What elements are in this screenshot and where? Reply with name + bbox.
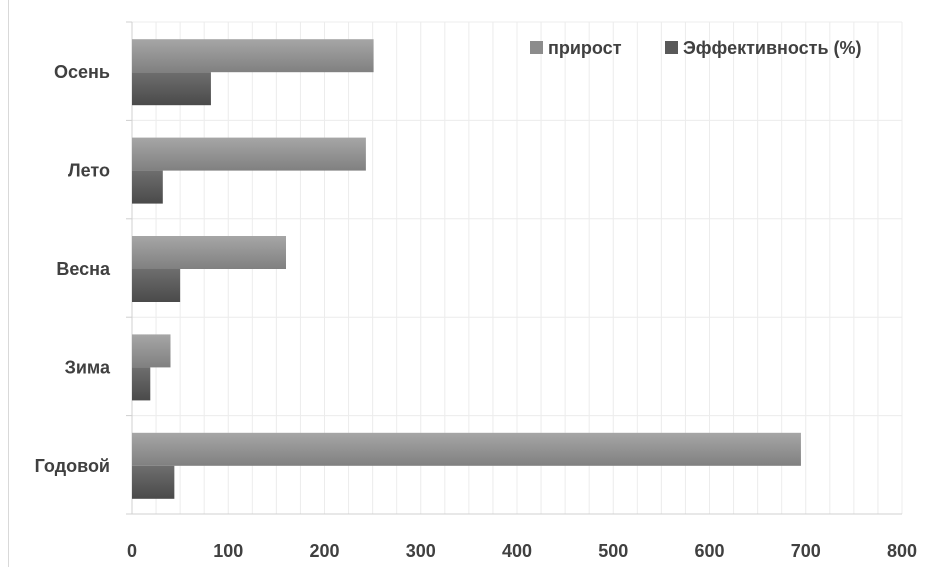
x-tick-label: 200	[309, 541, 339, 561]
x-tick-label: 800	[887, 541, 917, 561]
legend-label: прирост	[548, 38, 622, 58]
legend: прирост Эффективность (%)	[530, 38, 862, 58]
bar-efficiency	[132, 72, 211, 106]
bar-growth	[132, 39, 374, 73]
chart-frame	[8, 0, 944, 567]
bar-growth	[132, 137, 366, 171]
tick-labels: Годовой Зима Весна Лето Осень 0 100 200 300 400 50…	[35, 62, 917, 561]
x-tick-label: 600	[694, 541, 724, 561]
x-tick-label: 0	[127, 541, 137, 561]
y-tick-label: Зима	[65, 357, 111, 377]
bar-efficiency	[132, 269, 181, 302]
y-tick-label: Лето	[68, 161, 110, 181]
y-tick-label: Годовой	[35, 456, 110, 476]
x-tick-label: 100	[213, 541, 243, 561]
x-tick-label: 400	[502, 541, 532, 561]
bar-growth	[132, 432, 801, 466]
legend-label: Эффективность (%)	[683, 38, 862, 58]
bar-efficiency	[132, 367, 151, 401]
bar-growth	[132, 334, 171, 368]
y-tick-label: Осень	[54, 62, 110, 82]
x-tick-label: 700	[791, 541, 821, 561]
x-tick-label: 500	[598, 541, 628, 561]
bars	[132, 39, 801, 499]
x-tick-label: 300	[406, 541, 436, 561]
bar-efficiency	[132, 465, 175, 499]
legend-swatch	[530, 41, 543, 54]
bar-efficiency	[132, 170, 163, 204]
y-tick-label: Весна	[56, 259, 111, 279]
bar-growth	[132, 236, 286, 269]
legend-swatch	[665, 41, 678, 54]
